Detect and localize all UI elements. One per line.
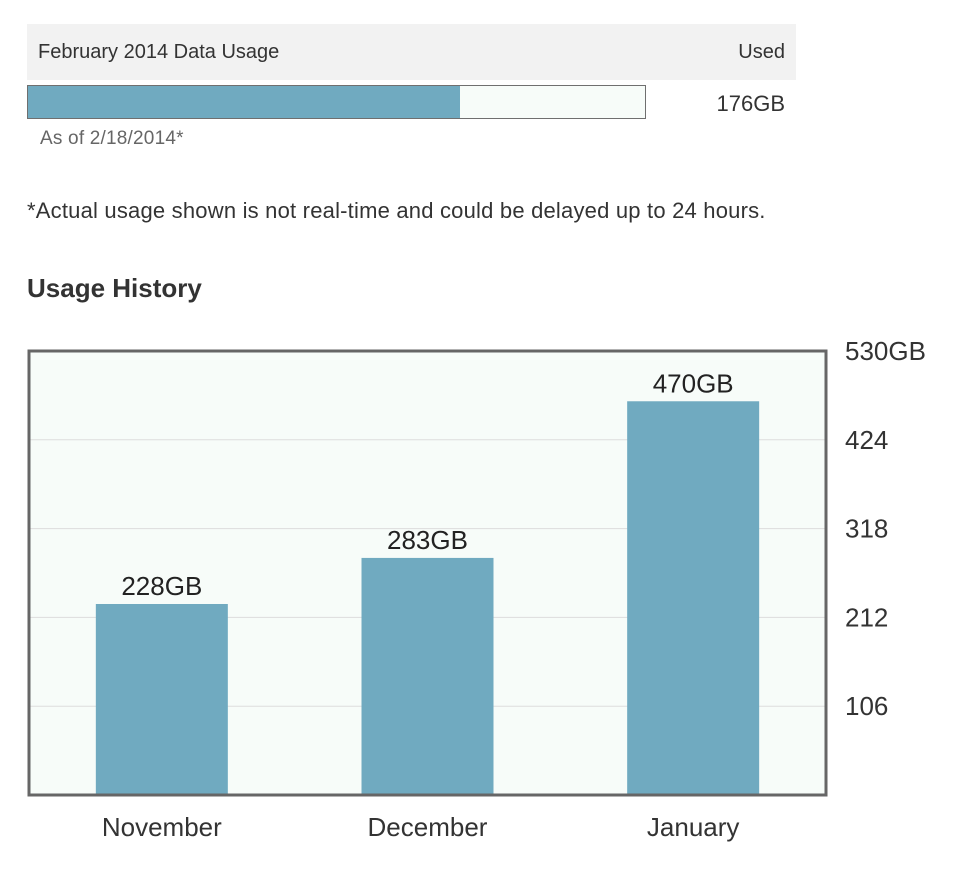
used-column-header: Used <box>738 41 785 63</box>
bar-december <box>361 557 494 795</box>
plot-frame <box>27 349 828 797</box>
y-tick-label: 106 <box>845 691 888 721</box>
bar-value-label: 228GB <box>121 571 202 601</box>
usage-history-title: Usage History <box>27 273 202 303</box>
y-tick-label: 530GB <box>845 336 926 366</box>
y-tick-label: 212 <box>845 602 888 632</box>
used-value: 176GB <box>716 91 786 116</box>
x-category-label: November <box>102 812 222 842</box>
y-tick-label: 318 <box>845 514 888 544</box>
as-of-date: As of 2/18/2014* <box>40 128 184 149</box>
bar-value-label: 470GB <box>653 368 734 398</box>
bar-value-label: 283GB <box>387 525 468 555</box>
usage-progress-bar <box>27 85 646 119</box>
y-tick-label: 424 <box>845 425 888 455</box>
usage-header: February 2014 Data Usage Used <box>27 24 796 80</box>
bar-january <box>627 401 760 795</box>
usage-progress-fill <box>28 86 460 118</box>
usage-history-chart: 106 212 318 424 530GB 228GB November 283GB Decem… <box>27 336 926 842</box>
x-category-label: January <box>647 812 740 842</box>
x-category-label: December <box>368 812 488 842</box>
usage-title: February 2014 Data Usage <box>38 41 280 63</box>
bar-november <box>95 603 228 795</box>
disclaimer-note: *Actual usage shown is not real-time and… <box>27 198 766 223</box>
